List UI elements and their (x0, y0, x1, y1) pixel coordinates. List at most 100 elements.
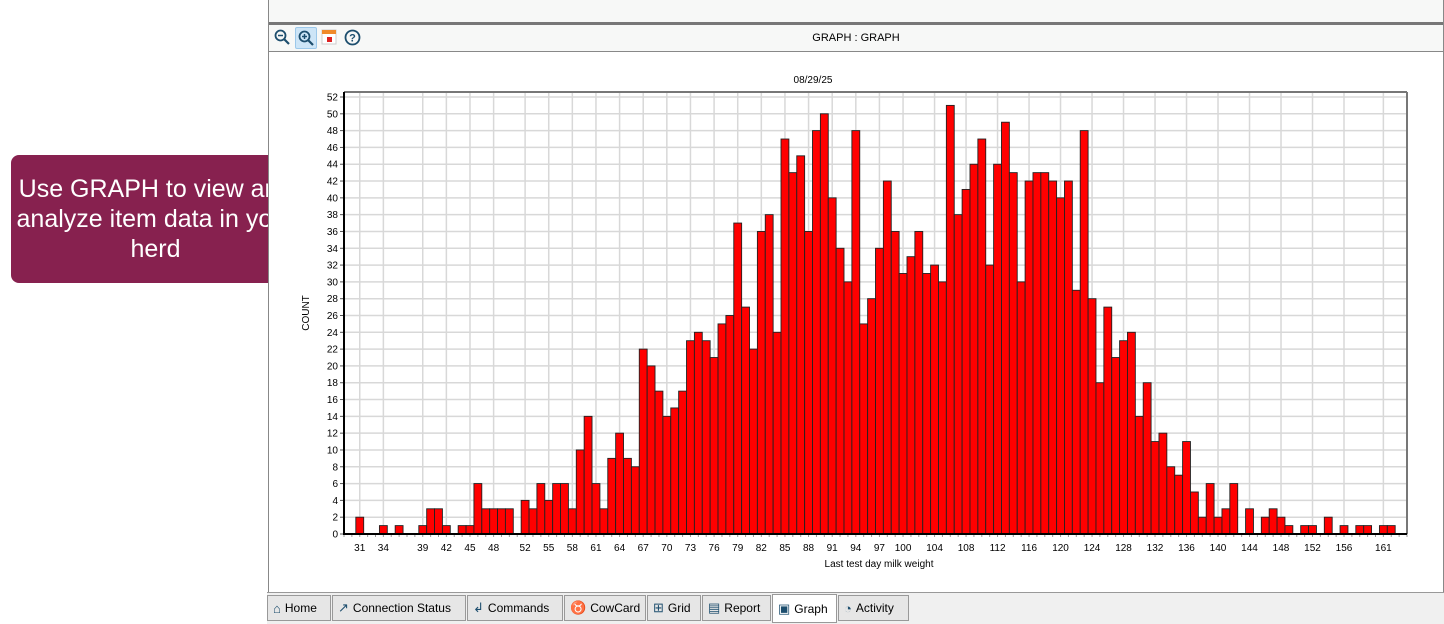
top-strip (269, 0, 1443, 25)
tab-label: Home (284, 601, 317, 615)
bar (434, 508, 443, 535)
x-tick-label: 48 (488, 543, 500, 554)
bar (1150, 441, 1160, 535)
bar (686, 340, 695, 535)
tab-home[interactable]: ⌂ Home (267, 595, 331, 621)
export-icon[interactable] (319, 27, 339, 47)
y-axis-label: COUNT (301, 295, 312, 331)
tab-report[interactable]: ▤ Report (702, 595, 771, 621)
bar (796, 155, 806, 535)
bar (1001, 121, 1010, 535)
bar (662, 415, 672, 535)
bars (355, 104, 1396, 535)
bar (528, 508, 538, 535)
bar (583, 415, 593, 535)
bar (993, 163, 1002, 535)
bar (733, 222, 743, 535)
bar (591, 483, 601, 535)
x-tick-label: 79 (732, 543, 744, 554)
graph-icon: ▣ (778, 600, 791, 616)
x-tick-label: 100 (895, 543, 912, 554)
bar (1268, 508, 1278, 535)
report-icon: ▤ (708, 600, 721, 615)
tab-label: Graph (794, 601, 828, 616)
y-tick-label: 14 (327, 412, 339, 423)
tab-label: Report (724, 601, 761, 615)
x-tick-label: 128 (1115, 543, 1132, 554)
x-tick-label: 42 (441, 543, 453, 554)
bar (1300, 525, 1310, 535)
bar (355, 516, 365, 535)
y-tick-label: 0 (332, 530, 338, 541)
bar (906, 256, 916, 535)
bar (741, 306, 750, 535)
bar (717, 323, 727, 535)
bar (615, 432, 624, 535)
tab-commands[interactable]: ↲ Commands (467, 595, 563, 621)
tab-grid[interactable]: ⊞ Grid (647, 595, 701, 621)
x-tick-label: 161 (1375, 543, 1392, 554)
y-tick-label: 32 (327, 261, 339, 272)
y-tick-label: 2 (332, 513, 338, 524)
bar (693, 331, 703, 535)
x-tick-label: 58 (567, 543, 579, 554)
bar (1221, 508, 1231, 535)
connection-status-icon: ↗ (338, 600, 349, 615)
tab-label: CowCard (590, 601, 641, 615)
bar (1355, 525, 1365, 535)
home-icon: ⌂ (273, 600, 281, 616)
bar (835, 247, 845, 535)
x-tick-label: 52 (520, 543, 532, 554)
x-tick-label: 73 (685, 543, 697, 554)
bar (812, 130, 821, 535)
tab-graph[interactable]: ▣ Graph (772, 594, 837, 623)
bar (804, 231, 813, 535)
zoom-out-icon[interactable] (272, 27, 292, 47)
bar (749, 348, 758, 535)
y-tick-label: 36 (327, 227, 339, 238)
bar (630, 466, 640, 535)
bar (489, 508, 498, 535)
bar (1276, 516, 1286, 535)
tab-connection-status[interactable]: ↗ Connection Status (332, 595, 466, 621)
y-tick-label: 52 (327, 93, 339, 104)
bar (607, 457, 617, 535)
bar (394, 525, 404, 535)
tab-label: Activity (855, 601, 894, 615)
bar (1095, 382, 1105, 535)
bar (1079, 130, 1089, 535)
help-icon[interactable]: ? (342, 27, 362, 47)
bar (1127, 331, 1136, 535)
svg-text:?: ? (349, 32, 356, 44)
bar (725, 315, 735, 535)
bar (1016, 281, 1026, 535)
bar (945, 104, 955, 535)
bar (843, 281, 853, 535)
bar (1197, 516, 1207, 535)
bar (953, 214, 963, 535)
bar (1166, 466, 1176, 535)
zoom-in-icon[interactable] (295, 27, 317, 49)
bar (1323, 516, 1333, 535)
x-tick-label: 91 (827, 543, 839, 554)
x-tick-label: 76 (709, 543, 721, 554)
bar (544, 499, 554, 535)
bar (930, 264, 939, 535)
x-tick-label: 156 (1336, 543, 1353, 554)
bar (1378, 525, 1388, 535)
bar (1048, 180, 1058, 535)
x-tick-label: 88 (803, 543, 815, 554)
bar (1008, 172, 1018, 535)
tab-cowcard[interactable]: ♉ CowCard (564, 595, 646, 621)
y-tick-label: 12 (327, 429, 339, 440)
bar (552, 483, 561, 535)
tab-activity[interactable]: ◔ Activity (838, 595, 909, 621)
bar (1182, 441, 1191, 535)
tab-label: Grid (667, 601, 691, 615)
bar (961, 188, 971, 535)
chart-title: 08/29/25 (794, 75, 833, 86)
x-tick-label: 148 (1273, 543, 1290, 554)
bar (1213, 516, 1223, 535)
x-tick-label: 55 (543, 543, 555, 554)
bar (772, 331, 782, 535)
